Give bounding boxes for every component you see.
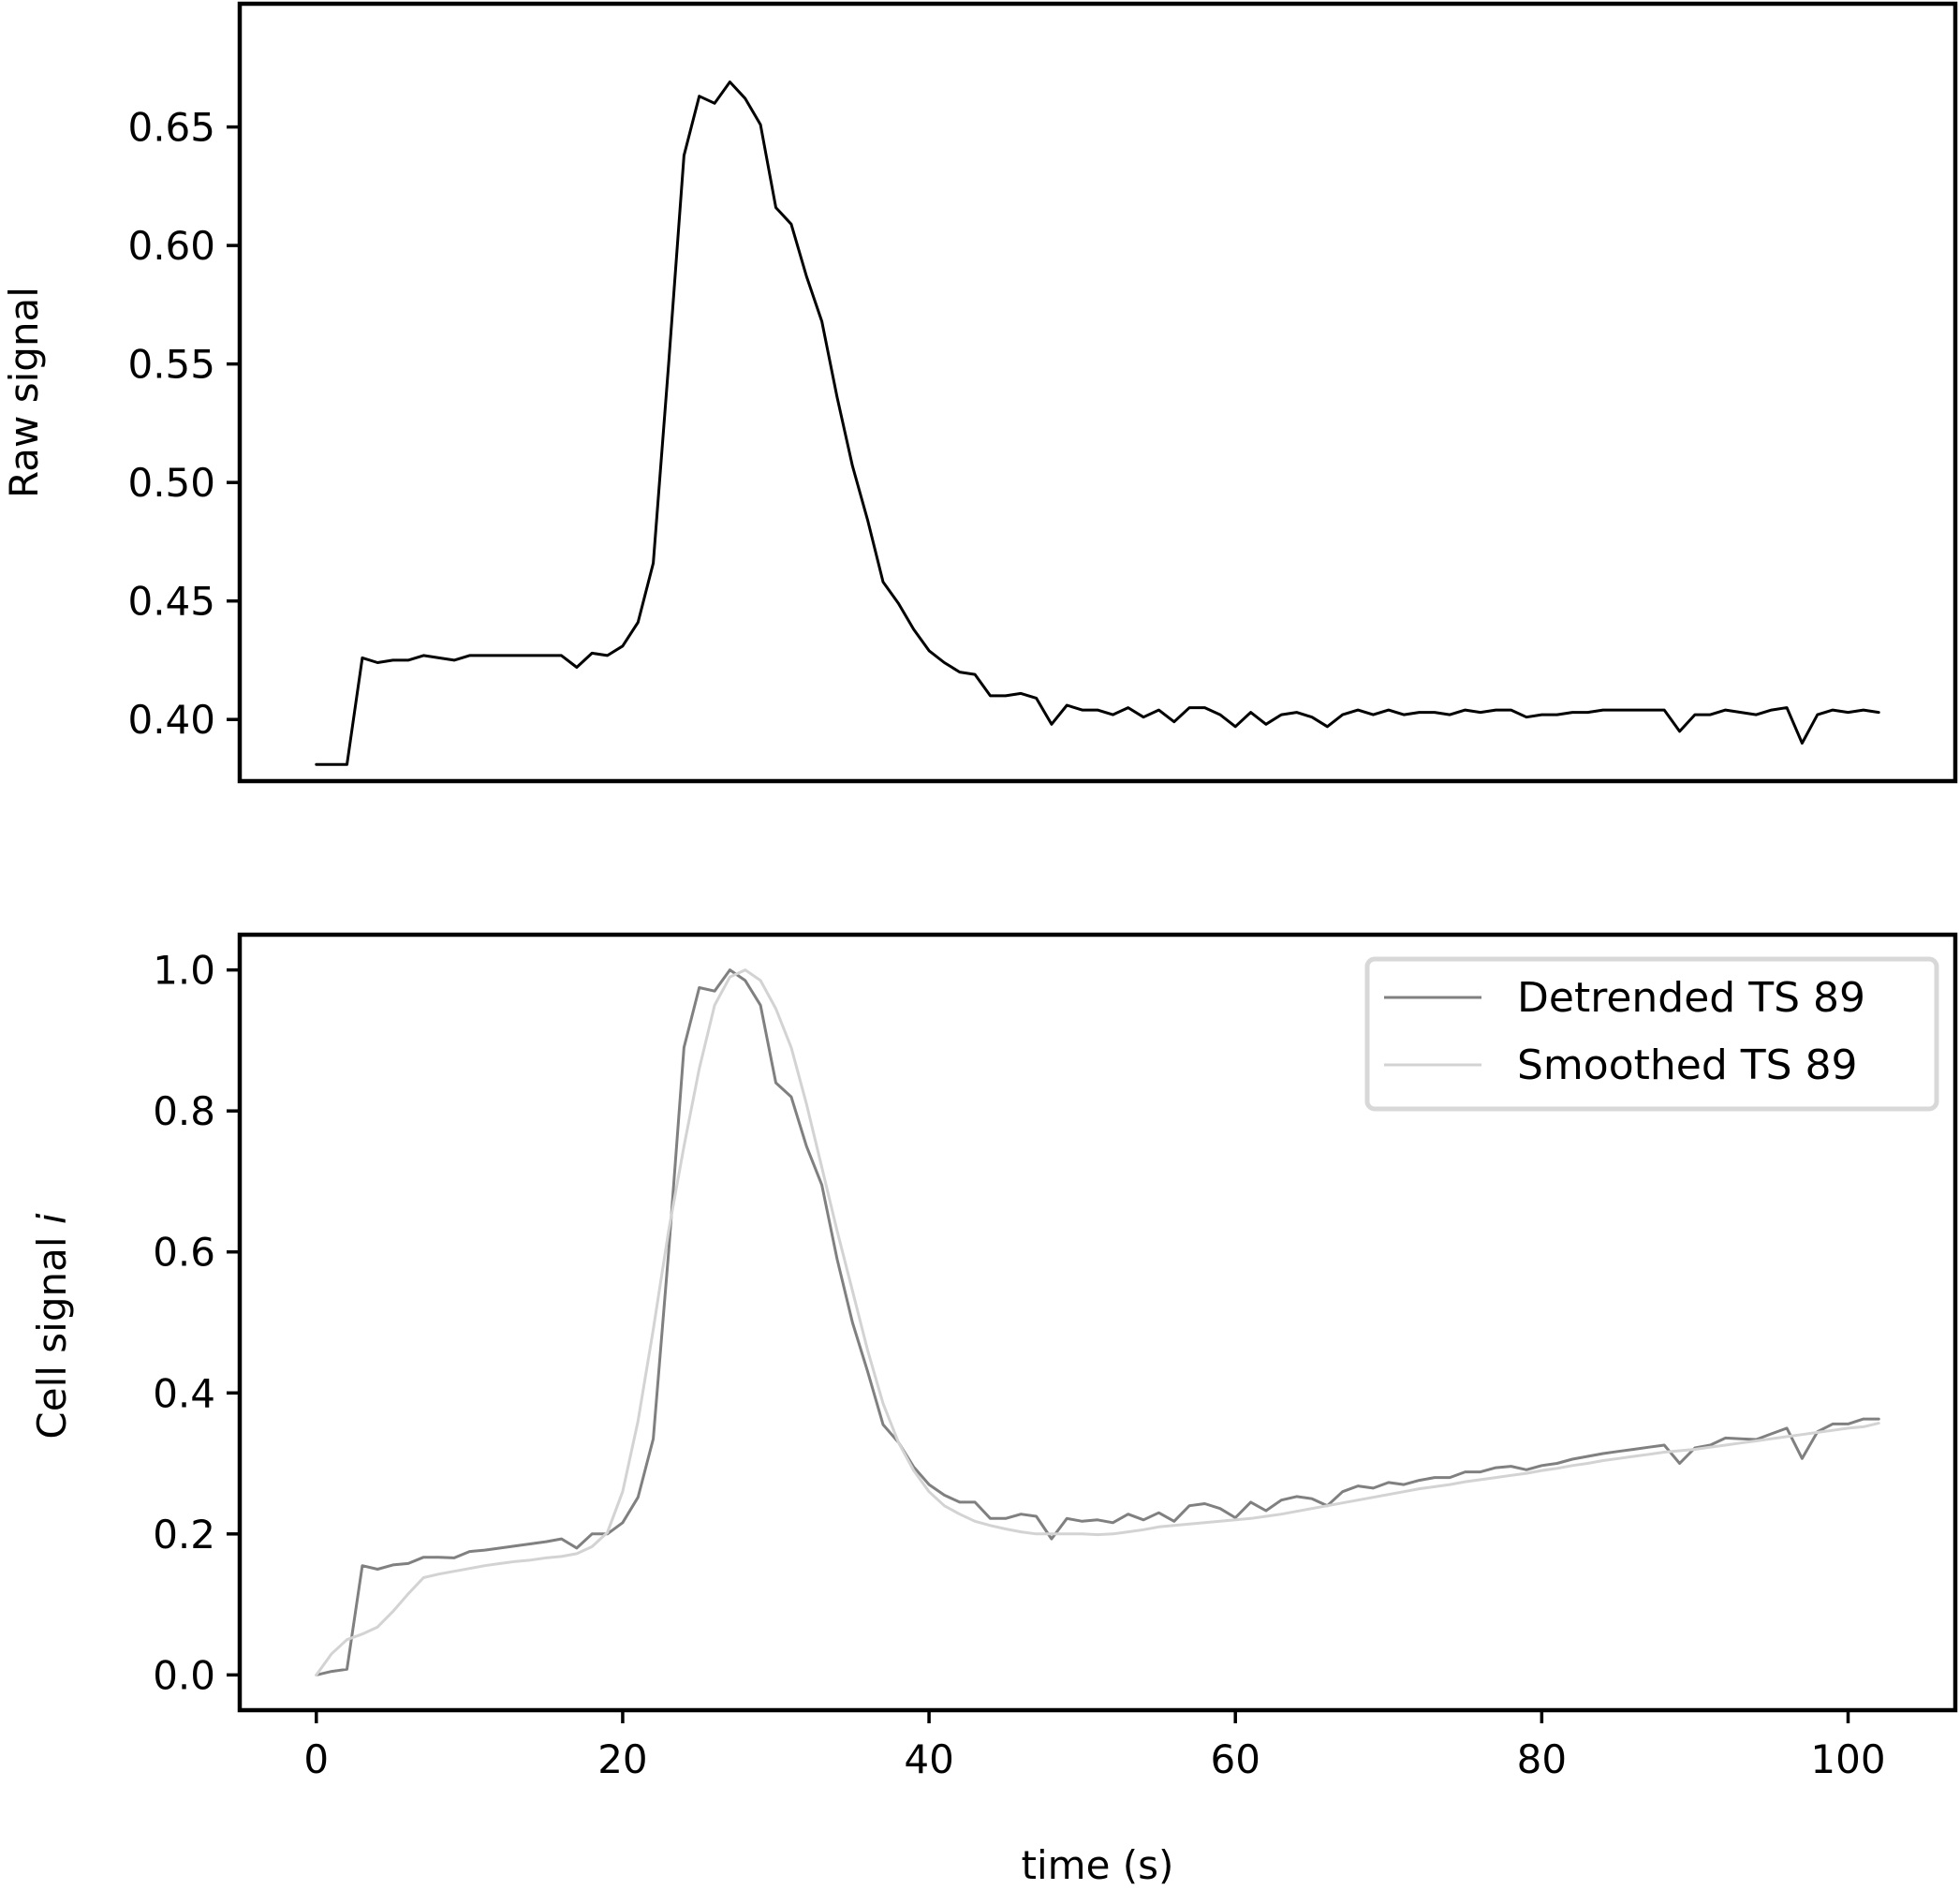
raw-signal-axes-frame bbox=[237, 1, 1958, 784]
raw-signal-panel: 0.40 0.45 0.50 0.55 0.60 0.65 Raw signal bbox=[1, 1, 1958, 784]
time-x-tick-label-2: 40 bbox=[904, 1736, 953, 1782]
cell-signal-y-tick-label-3: 0.6 bbox=[153, 1230, 215, 1276]
legend-label-smoothed: Smoothed TS 89 bbox=[1517, 1041, 1858, 1089]
raw-signal-y-tick-label-1: 0.45 bbox=[127, 579, 215, 625]
time-x-tick-label-4: 80 bbox=[1517, 1736, 1567, 1782]
raw-signal-series-line-0 bbox=[315, 81, 1880, 766]
cell-signal-y-axis-label-text: Cell signal bbox=[29, 1224, 75, 1439]
time-x-tick-label-5: 100 bbox=[1810, 1736, 1885, 1782]
cell-signal-axes-frame bbox=[237, 932, 1958, 1713]
cell-signal-y-tick-label-0: 0.0 bbox=[153, 1652, 215, 1698]
raw-signal-y-tick-label-4: 0.60 bbox=[127, 223, 215, 269]
time-x-tick-label-0: 0 bbox=[303, 1736, 329, 1782]
raw-signal-y-axis-label: Raw signal bbox=[1, 287, 47, 498]
cell-signal-y-tick-label-4: 0.8 bbox=[153, 1088, 215, 1134]
time-x-ticks: 0 20 40 60 80 100 bbox=[303, 1710, 1886, 1782]
raw-signal-series-group bbox=[315, 81, 1880, 766]
legend-label-detrended: Detrended TS 89 bbox=[1517, 974, 1865, 1022]
legend: Detrended TS 89 Smoothed TS 89 bbox=[1364, 956, 1939, 1112]
cell-signal-y-tick-label-2: 0.4 bbox=[153, 1370, 215, 1416]
time-x-tick-label-3: 60 bbox=[1210, 1736, 1260, 1782]
cell-signal-y-axis-label: Cell signal i bbox=[29, 1213, 75, 1439]
cell-signal-series-group bbox=[315, 968, 1880, 1676]
raw-signal-y-tick-label-3: 0.55 bbox=[127, 342, 215, 388]
cell-signal-y-ticks: 0.0 0.2 0.4 0.6 0.8 1.0 bbox=[153, 948, 240, 1698]
cell-signal-series-line-0 bbox=[315, 968, 1880, 1676]
cell-signal-panel: 0.0 0.2 0.4 0.6 0.8 1.0 0 20 40 60 80 100 Cell sig… bbox=[29, 932, 1958, 1888]
raw-signal-y-tick-label-5: 0.65 bbox=[127, 105, 215, 151]
cell-signal-y-tick-label-5: 1.0 bbox=[153, 948, 215, 994]
cell-signal-series-line-1 bbox=[315, 968, 1880, 1676]
raw-signal-y-ticks: 0.40 0.45 0.50 0.55 0.60 0.65 bbox=[127, 105, 240, 743]
raw-signal-y-tick-label-2: 0.50 bbox=[127, 460, 215, 506]
cell-signal-y-axis-label-italic: i bbox=[29, 1213, 75, 1224]
time-x-axis-label: time (s) bbox=[1022, 1842, 1174, 1888]
cell-signal-y-tick-label-1: 0.2 bbox=[153, 1512, 215, 1558]
raw-signal-y-tick-label-0: 0.40 bbox=[127, 697, 215, 743]
time-x-tick-label-1: 20 bbox=[597, 1736, 647, 1782]
legend-box bbox=[1364, 956, 1939, 1112]
